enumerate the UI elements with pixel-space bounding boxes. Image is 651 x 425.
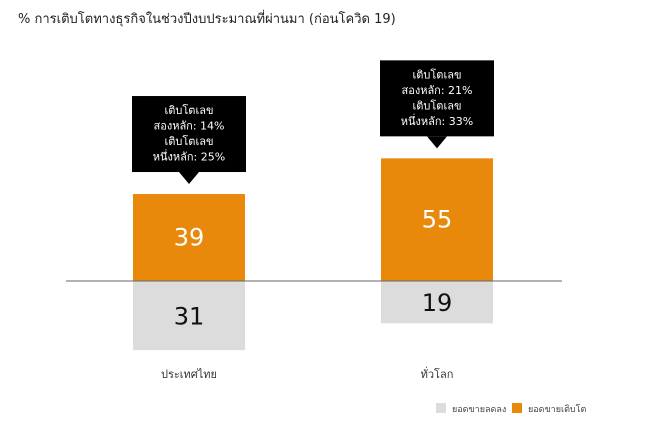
chart-title: % การเติบโตทางธุรกิจในช่วงปีงบประมาณที่ผ… xyxy=(18,12,396,27)
callout-line-1-2: เติบโตเลข xyxy=(413,98,462,112)
callout-pointer-0 xyxy=(179,172,199,185)
legend-label-1: ยอดขายเติบโต xyxy=(528,404,586,415)
bars-group: 39 31 55 19 xyxy=(133,158,493,351)
callout-box-0 xyxy=(132,96,246,173)
legend-swatch-1 xyxy=(512,403,522,413)
bar-decline-value-0: 31 xyxy=(174,303,205,331)
legend: ยอดขายลดลง ยอดขายเติบโต xyxy=(436,403,586,415)
bar-growth-value-0: 39 xyxy=(174,224,205,252)
bar-decline-1 xyxy=(381,281,493,324)
callout-line-1-0: เติบโตเลข xyxy=(413,67,462,81)
bar-decline-value-1: 19 xyxy=(422,289,453,317)
callout-line-0-3: หนึ่งหลัก: 25% xyxy=(153,149,225,164)
bar-growth-0 xyxy=(133,194,245,281)
callout-pointer-1 xyxy=(427,136,447,149)
legend-swatch-0 xyxy=(436,403,446,413)
callout-line-1-3: หนึ่งหลัก: 33% xyxy=(401,113,473,128)
bar-decline-0 xyxy=(133,281,245,351)
callout-box-1 xyxy=(380,60,494,137)
bar-growth-value-1: 55 xyxy=(422,206,453,234)
category-label-0: ประเทศไทย xyxy=(161,368,217,381)
callout-line-0-1: สองหลัก: 14% xyxy=(154,120,225,133)
callout-line-0-2: เติบโตเลข xyxy=(165,134,214,148)
category-label-1: ทั่วโลก xyxy=(421,366,454,381)
callout-line-1-1: สองหลัก: 21% xyxy=(402,84,473,97)
callout-line-0-0: เติบโตเลข xyxy=(165,103,214,117)
bar-growth-1 xyxy=(381,158,493,281)
category-labels: ประเทศไทย ทั่วโลก xyxy=(161,366,453,381)
legend-label-0: ยอดขายลดลง xyxy=(452,405,506,415)
